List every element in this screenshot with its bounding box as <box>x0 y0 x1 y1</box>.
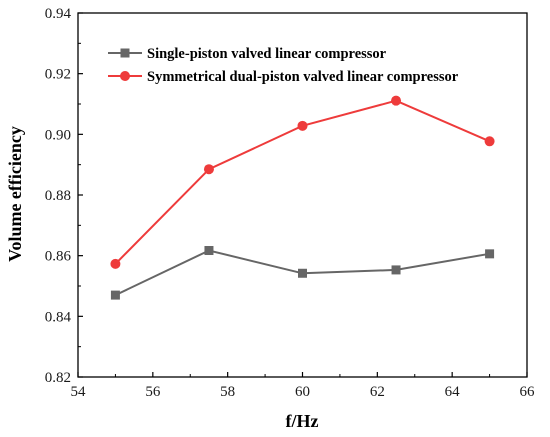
series-layer <box>110 95 495 300</box>
series-2-point <box>203 164 214 175</box>
y-tick-label: 0.90 <box>45 127 71 143</box>
legend-swatch-marker <box>120 48 130 58</box>
series-1-point <box>298 268 307 278</box>
series-1-point <box>391 265 401 275</box>
x-axis: 54 56 58 60 62 64 66 <box>71 372 536 400</box>
y-tick-label: 0.84 <box>45 309 72 325</box>
series-2-point <box>484 136 495 147</box>
x-tick-label: 66 <box>520 384 536 400</box>
x-axis-title: f/Hz <box>286 411 319 431</box>
series-2-point <box>297 120 308 131</box>
x-tick-label: 64 <box>445 384 461 400</box>
legend-label: Symmetrical dual-piston valved linear co… <box>147 69 459 85</box>
legend: Single-piston valved linear compressor Sy… <box>108 46 459 85</box>
x-tick-label: 58 <box>220 384 235 400</box>
series-1-point <box>204 246 214 256</box>
series-1-point <box>110 290 120 300</box>
legend-swatch-marker <box>120 71 130 81</box>
x-tick-label: 60 <box>295 384 310 400</box>
y-tick-label: 0.92 <box>45 67 71 83</box>
y-tick-label: 0.88 <box>45 188 71 204</box>
plot-frame <box>77 12 528 378</box>
x-tick-label: 54 <box>71 384 87 400</box>
y-axis-title: Volume efficiency <box>5 126 25 262</box>
series-1-point <box>485 249 495 259</box>
series-2-point <box>110 258 121 269</box>
x-tick-label: 62 <box>370 384 385 400</box>
series-2-point <box>391 95 402 106</box>
y-tick-label: 0.94 <box>45 6 72 22</box>
legend-label: Single-piston valved linear compressor <box>147 46 387 62</box>
x-tick-label: 56 <box>145 384 161 400</box>
plot-area <box>77 12 528 378</box>
y-tick-label: 0.82 <box>45 370 71 386</box>
y-tick-label: 0.86 <box>45 249 72 265</box>
y-axis: 0.82 0.84 0.86 0.88 0.90 0.92 0.94 <box>45 6 83 386</box>
